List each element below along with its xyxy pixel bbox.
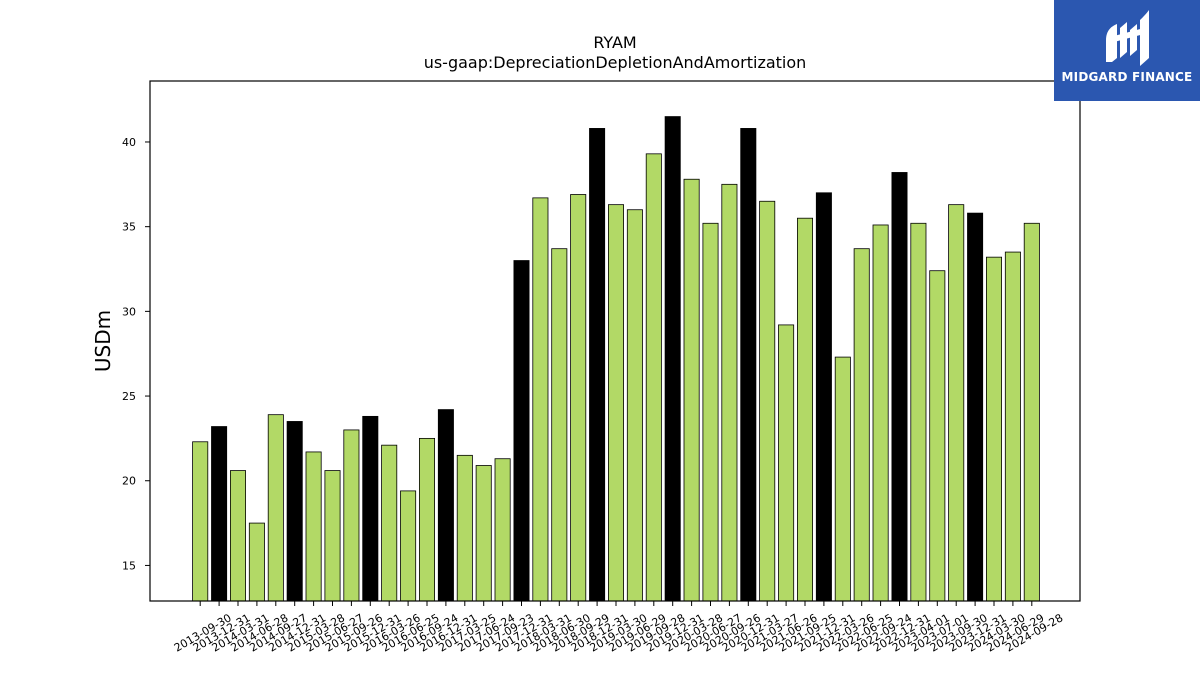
bar xyxy=(740,128,757,602)
bar xyxy=(967,212,984,602)
bar xyxy=(305,451,322,602)
y-axis-ticks: 15 20 25 30 35 40 xyxy=(122,136,150,572)
midgard-finance-logo: MIDGARD FINANCE xyxy=(1054,0,1200,101)
bar xyxy=(267,414,284,602)
bar xyxy=(570,194,587,602)
bar xyxy=(475,465,492,602)
bar xyxy=(759,200,776,602)
y-tick-label: 40 xyxy=(122,136,136,149)
y-axis-label: USDm xyxy=(91,310,115,372)
bar xyxy=(778,324,795,602)
bar xyxy=(834,356,851,602)
bar xyxy=(948,204,965,602)
bar xyxy=(532,197,549,602)
bar xyxy=(891,172,908,602)
plot-area-frame xyxy=(149,80,1081,602)
bar xyxy=(418,437,435,602)
bar xyxy=(381,444,398,602)
bar xyxy=(929,270,946,602)
bar xyxy=(626,209,643,602)
bar xyxy=(645,153,662,602)
bar xyxy=(494,458,511,602)
bar xyxy=(702,222,719,602)
bar xyxy=(456,454,473,602)
midgard-logo-icon xyxy=(1106,10,1149,66)
bars-group xyxy=(192,116,1040,602)
logo-text: MIDGARD FINANCE xyxy=(1061,70,1193,84)
bar xyxy=(343,429,360,602)
chart-subtitle: us-gaap:DepreciationDepletionAndAmortiza… xyxy=(424,53,807,72)
bar xyxy=(815,192,832,602)
bar xyxy=(721,183,738,602)
bar xyxy=(229,470,246,602)
x-axis-ticks: 2013-09-302013-12-312014-03-312014-06-28… xyxy=(172,601,1065,655)
y-tick-label: 15 xyxy=(122,559,136,572)
bar xyxy=(986,256,1003,602)
bar xyxy=(192,441,209,602)
y-tick-label: 35 xyxy=(122,221,136,234)
chart-title: RYAM xyxy=(593,33,636,52)
bar xyxy=(664,116,681,602)
bar xyxy=(853,248,870,602)
bar xyxy=(551,248,568,602)
bar xyxy=(437,409,454,602)
bar xyxy=(286,421,303,602)
bar xyxy=(589,128,606,602)
y-tick-label: 25 xyxy=(122,390,136,403)
bar xyxy=(513,260,530,602)
bar xyxy=(608,204,625,602)
bar xyxy=(211,426,228,602)
bar xyxy=(248,522,265,602)
bar xyxy=(362,415,379,602)
bar xyxy=(872,224,889,602)
bar xyxy=(1023,222,1040,602)
bar xyxy=(797,217,814,602)
bar xyxy=(683,178,700,602)
bar xyxy=(324,470,341,602)
bar xyxy=(910,222,927,602)
y-tick-label: 30 xyxy=(122,305,136,318)
bar xyxy=(1004,251,1021,602)
bar xyxy=(400,490,417,602)
y-tick-label: 20 xyxy=(122,475,136,488)
